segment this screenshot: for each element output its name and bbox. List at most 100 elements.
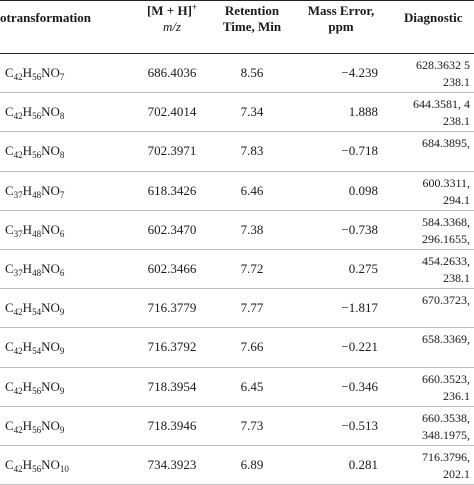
formula-element: C [5, 260, 14, 276]
header-retention: Retention Time, Min [214, 3, 290, 35]
diagnostic-ion-line: 684.3895, [422, 136, 470, 151]
diagnostic-ion-line: 454.2633, [422, 253, 470, 268]
top-rule [0, 0, 474, 1]
retention-time-cell: 6.45 [240, 378, 264, 394]
formula-count: 42 [13, 307, 23, 318]
retention-time-cell: 7.83 [240, 143, 264, 159]
formula-element: H [22, 378, 33, 394]
diagnostic-ions-cell: 684.3895, [384, 132, 470, 169]
table-row: C37H48NO6 602.3466 7.72 0.275 454.2633, 238.1 [0, 250, 474, 290]
formula-count: 42 [13, 150, 23, 161]
mz-cell: 602.3466 [147, 260, 197, 276]
formula-element: C [5, 378, 14, 394]
formula-count: 7 [59, 72, 65, 82]
diagnostic-ion-line: 628.3632 5 [416, 58, 470, 72]
mz-cell: 716.3792 [147, 339, 197, 355]
header-rule [0, 53, 474, 54]
formula-element: H [22, 104, 33, 120]
formula-count: 6 [59, 228, 65, 239]
header-mass-error-line2: ppm [328, 19, 354, 34]
formula-count: 9 [59, 307, 65, 318]
formula-count: 42 [13, 111, 23, 122]
header-mass-error: Mass Error, ppm [300, 3, 382, 35]
formula-count: 37 [13, 228, 23, 239]
mass-error-cell: −0.738 [341, 221, 378, 237]
mz-cell: 718.3954 [147, 378, 197, 394]
mass-error-cell: 0.275 [348, 260, 378, 276]
diagnostic-ions-cell: 600.3311, 294.1 [384, 172, 470, 209]
retention-time-cell: 7.77 [240, 300, 264, 316]
formula-cell: C42H56NO8 [5, 132, 115, 170]
mass-error-cell: −1.817 [341, 300, 378, 316]
diagnostic-ion-line: 658.3369, [422, 332, 470, 347]
formula-element: C [5, 456, 14, 472]
table-row: C42H56NO8 702.3971 7.83 −0.718 684.3895, [0, 132, 474, 172]
diagnostic-ion-line: 348.1975, [422, 427, 470, 442]
table-row: C42H54NO9 716.3779 7.77 −1.817 670.3723, [0, 289, 474, 329]
formula-count: 42 [13, 385, 23, 396]
formula-cell: C37H48NO6 [5, 250, 115, 288]
formula-element: NO [41, 417, 60, 433]
diagnostic-ions-cell: 584.3368, 296.1655, [384, 211, 470, 248]
retention-time-cell: 6.46 [240, 182, 264, 198]
table-row: C42H56NO8 702.4014 7.34 1.888 644.3581, 4 238… [0, 93, 474, 133]
formula-element: NO [41, 378, 60, 394]
formula-count: 42 [13, 346, 23, 357]
formula-element: NO [41, 182, 60, 198]
formula-count: 8 [59, 111, 65, 122]
formula-count: 42 [13, 72, 23, 82]
diagnostic-ion-line [384, 152, 470, 169]
formula-cell: C42H56NO9 [5, 407, 115, 445]
diagnostic-ion-line: 600.3311, [422, 175, 470, 190]
mass-error-cell: −0.221 [341, 339, 378, 355]
retention-time-cell: 6.89 [240, 456, 264, 472]
formula-element: C [5, 300, 14, 316]
mz-cell: 702.4014 [147, 104, 197, 120]
formula-count: 48 [32, 228, 42, 239]
diagnostic-ions-cell: 670.3723, [384, 289, 470, 326]
formula-count: 56 [32, 111, 42, 122]
diagnostic-ion-line: 238.1 [443, 75, 470, 89]
diagnostic-ion-line: 236.1 [443, 388, 470, 403]
formula-count: 56 [32, 463, 42, 474]
formula-element: NO [41, 260, 60, 276]
diagnostic-ions-cell: 658.3369, [384, 328, 470, 365]
header-mz-main: [M + H] [146, 3, 192, 18]
mass-error-cell: −0.346 [341, 378, 378, 394]
mz-cell: 716.3779 [147, 300, 197, 316]
mass-error-cell: −4.239 [341, 65, 378, 80]
formula-count: 6 [59, 267, 65, 278]
formula-cell: C37H48NO6 [5, 211, 115, 249]
formula-element: C [5, 182, 14, 198]
formula-element: NO [41, 221, 60, 237]
formula-element: C [5, 104, 14, 120]
diagnostic-ions-cell: 454.2633, 238.1 [384, 250, 470, 287]
mz-cell: 602.3470 [147, 221, 197, 237]
formula-cell: C42H56NO10 [5, 446, 115, 484]
diagnostic-ions-cell: 716.3796, 202.1 [384, 446, 470, 483]
retention-time-cell: 7.34 [240, 104, 264, 120]
formula-element: H [22, 65, 33, 80]
mass-error-cell: −0.718 [341, 143, 378, 159]
formula-count: 9 [59, 346, 65, 357]
formula-element: NO [41, 300, 60, 316]
formula-cell: C42H56NO8 [5, 93, 115, 131]
table-row: C42H56NO9 718.3954 6.45 −0.346 660.3523, 236.… [0, 368, 474, 407]
diagnostic-ions-cell: 660.3523, 236.1 [384, 368, 470, 405]
table-row: C42H56NO10 734.3923 6.89 0.281 716.3796, 202.… [0, 446, 474, 485]
mass-error-cell: −0.513 [341, 417, 378, 433]
formula-count: 56 [32, 72, 42, 82]
table-body: C42H56NO7 686.4036 8.56 −4.239 628.3632 5 238… [0, 54, 474, 485]
mz-cell: 734.3923 [147, 456, 197, 472]
diagnostic-ions-cell: 644.3581, 4 238.1 [384, 93, 470, 130]
formula-element: NO [41, 339, 60, 355]
formula-count: 56 [32, 150, 42, 161]
mz-cell: 718.3946 [147, 417, 197, 433]
header-mz-sup: + [191, 2, 198, 12]
header-diagnostic: Diagnostic [404, 10, 463, 25]
formula-element: H [22, 143, 33, 159]
diagnostic-ion-line: 660.3523, [422, 371, 470, 386]
diagnostic-ions-cell: 660.3538, 348.1975, [384, 407, 470, 444]
mz-cell: 618.3426 [147, 182, 197, 198]
retention-time-cell: 8.56 [240, 65, 264, 80]
